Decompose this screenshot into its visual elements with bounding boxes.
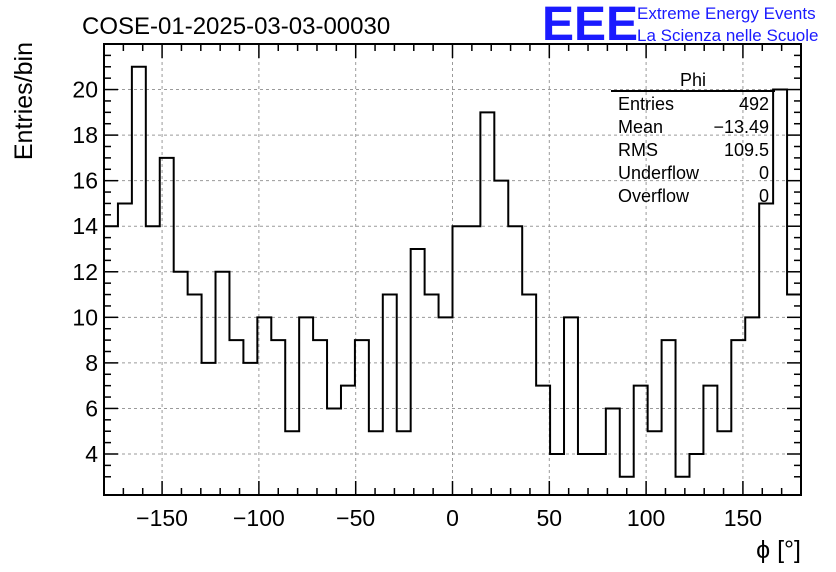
y-tick-label: 4	[85, 441, 98, 467]
y-tick-label: 20	[72, 77, 98, 103]
eee-logo: EEE Extreme Energy Events La Scienza nel…	[542, 0, 818, 51]
x-tick-label: 150	[724, 505, 762, 531]
stats-box: Phi Entries 492 Mean −13.49 RMS 109.5 Un…	[611, 70, 775, 206]
x-tick-label: −100	[233, 505, 285, 531]
stat-label-underflow: Underflow	[618, 163, 700, 183]
y-tick-label: 18	[72, 122, 98, 148]
stat-value-underflow: 0	[759, 163, 769, 183]
histogram-outline	[104, 65, 801, 478]
y-tick-label: 16	[72, 168, 98, 194]
y-axis-label: Entries/bin	[10, 42, 38, 160]
y-tick-label: 14	[72, 213, 98, 239]
x-tick-label: −150	[136, 505, 188, 531]
chart-title: COSE-01-2025-03-03-00030	[82, 13, 390, 40]
stat-label-mean: Mean	[618, 117, 663, 137]
stat-label-overflow: Overflow	[618, 186, 690, 206]
stat-label-rms: RMS	[618, 140, 658, 160]
x-axis-label: ϕ [°]	[756, 536, 801, 564]
x-tick-label: 0	[446, 505, 459, 531]
plot-frame	[103, 43, 802, 496]
stat-value-entries: 492	[739, 94, 769, 114]
y-tick-label: 6	[85, 395, 98, 421]
tick-labels: −150 −100 −50 0 50 100 150 4 6 8 10 12 14 16 18 20	[72, 77, 762, 531]
axis-ticks	[104, 44, 801, 495]
y-tick-label: 12	[72, 259, 98, 285]
logo-mark: EEE	[542, 0, 638, 51]
y-tick-label: 8	[85, 350, 98, 376]
logo-line-1: Extreme Energy Events	[637, 4, 816, 23]
stat-value-mean: −13.49	[713, 117, 769, 137]
x-tick-label: 50	[537, 505, 563, 531]
stats-box-name: Phi	[680, 70, 706, 90]
x-tick-label: 100	[627, 505, 665, 531]
stat-value-rms: 109.5	[724, 140, 769, 160]
stat-value-overflow: 0	[759, 186, 769, 206]
stat-label-entries: Entries	[618, 94, 674, 114]
x-tick-label: −50	[336, 505, 375, 531]
y-tick-label: 10	[72, 304, 98, 330]
logo-line-2: La Scienza nelle Scuole	[637, 26, 818, 45]
